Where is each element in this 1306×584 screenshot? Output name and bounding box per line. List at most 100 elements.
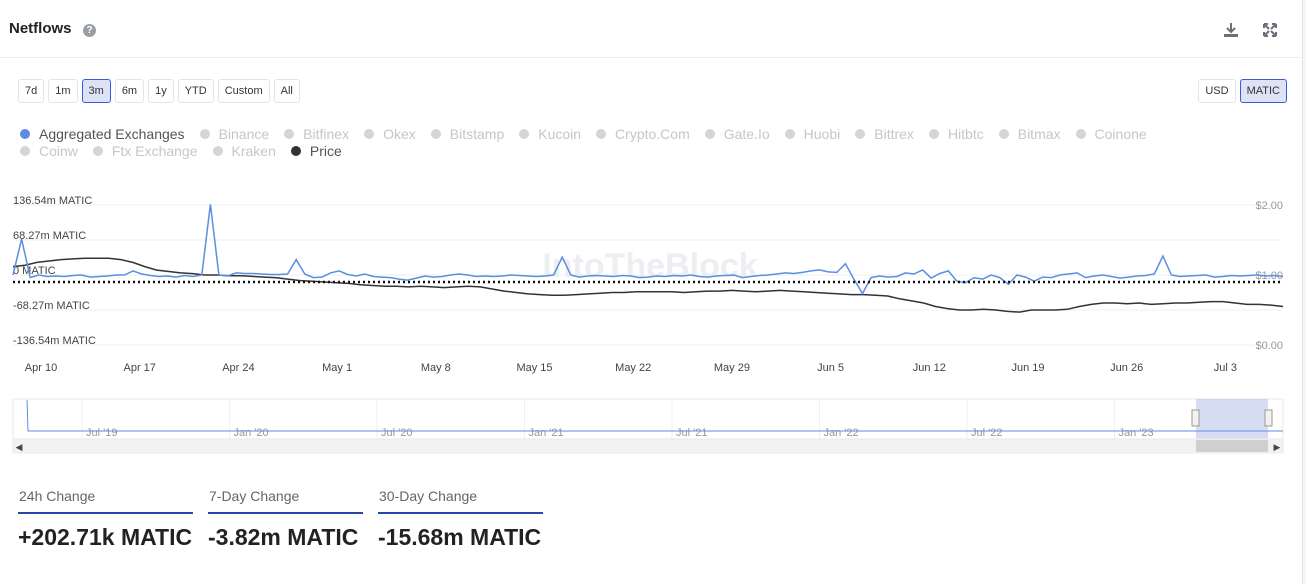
watermark: IntoTheBlock — [542, 247, 757, 285]
legend-label: Binance — [218, 125, 270, 142]
legend-label: Coinw — [39, 142, 78, 159]
legend-label: Bitstamp — [449, 125, 505, 142]
unit-matic-button[interactable]: MATIC — [1239, 79, 1287, 103]
stat-label: 24h Change — [18, 488, 193, 514]
legend-item[interactable]: Crypto.Com — [596, 125, 690, 142]
legend-item[interactable]: Binance — [199, 125, 270, 142]
legend-item[interactable]: Kraken — [212, 142, 276, 159]
legend-label: Bittrex — [874, 125, 914, 142]
stat-24h: 24h Change +202.71k MATIC — [18, 488, 193, 551]
legend-item[interactable]: Aggregated Exchanges — [20, 125, 185, 142]
legend-label: Hitbtc — [947, 125, 984, 142]
navigator-frame — [12, 398, 1284, 440]
legend-label: Ftx Exchange — [111, 142, 198, 159]
y-tick-label: -68.27m MATIC — [13, 300, 90, 312]
range-6m-button[interactable]: 6m — [114, 79, 145, 103]
legend-item[interactable]: Price — [290, 142, 342, 159]
range-custom-button[interactable]: Custom — [217, 79, 270, 103]
legend-label: Gate.Io — [723, 125, 770, 142]
y2-tick-label: $0.00 — [1255, 340, 1283, 352]
stat-30d: 30-Day Change -15.68m MATIC — [378, 488, 543, 551]
range-3m-button[interactable]: 3m — [81, 79, 111, 103]
scrollbar-track — [12, 438, 1284, 454]
x-tick-label: Apr 10 — [25, 362, 57, 374]
stat-value: -3.82m MATIC — [208, 524, 359, 550]
legend-row: Coinw Ftx Exchange Kraken Price — [20, 142, 1290, 159]
legend-label: Coinone — [1094, 125, 1147, 142]
legend-item[interactable]: Bitfinex — [284, 125, 349, 142]
legend-dot-icon — [928, 128, 939, 139]
scrollbar-thumb — [1196, 440, 1268, 452]
question-icon[interactable]: ? — [83, 24, 96, 37]
navigator-label: Jan '21 — [529, 427, 564, 439]
y-tick-label: -136.54m MATIC — [13, 335, 96, 347]
unit-usd-button[interactable]: USD — [1198, 79, 1236, 103]
navigator-selection — [1196, 399, 1268, 439]
legend-dot-icon — [199, 128, 210, 139]
legend-item[interactable]: Gate.Io — [704, 125, 770, 142]
legend-item[interactable]: Ftx Exchange — [92, 142, 198, 159]
legend-dot-icon — [290, 145, 301, 156]
right-arrow-icon: ▶ — [1274, 442, 1281, 452]
left-arrow-icon: ◀ — [16, 442, 23, 452]
legend-dot-icon — [212, 145, 223, 156]
legend-dot-icon — [855, 128, 866, 139]
legend-label: Kucoin — [538, 125, 582, 142]
stat-value: -15.68m MATIC — [378, 524, 542, 550]
x-tick-label: May 1 — [322, 362, 352, 374]
legend-dot-icon — [364, 128, 375, 139]
x-tick-label: Apr 17 — [123, 362, 155, 374]
legend-item[interactable]: Bittrex — [855, 125, 914, 142]
legend-label: Okex — [383, 125, 416, 142]
x-tick-label: May 15 — [516, 362, 552, 374]
legend-dot-icon — [704, 128, 715, 139]
x-tick-label: May 22 — [615, 362, 651, 374]
legend-label: Price — [309, 142, 342, 159]
netflows-chart[interactable]: 136.54m MATIC 68.27m MATIC 0 MATIC -68.27m … — [0, 195, 1303, 460]
navigator-label: Jul '22 — [971, 427, 1002, 439]
x-tick-label: May 29 — [714, 362, 750, 374]
card-header: Netflows ? — [0, 0, 1303, 58]
navigator-handle-left — [1191, 409, 1200, 427]
stat-label: 30-Day Change — [378, 488, 543, 514]
legend-dot-icon — [92, 145, 103, 156]
range-all-button[interactable]: All — [273, 79, 300, 103]
legend-item[interactable]: Coinw — [20, 142, 78, 159]
range-selector: 7d 1m 3m 6m 1y YTD Custom All — [18, 79, 300, 103]
x-tick-label: Jun 12 — [913, 362, 946, 374]
legend-item[interactable]: Kucoin — [519, 125, 581, 142]
legend-label: Bitmax — [1017, 125, 1061, 142]
legend-label: Bitfinex — [303, 125, 350, 142]
legend-dot-icon — [284, 128, 295, 139]
range-ytd-button[interactable]: YTD — [177, 79, 214, 103]
legend-label: Crypto.Com — [615, 125, 690, 142]
legend-item[interactable]: Bitstamp — [430, 125, 505, 142]
stat-label: 7-Day Change — [208, 488, 363, 514]
navigator-label: Jan '20 — [234, 427, 269, 439]
range-1y-button[interactable]: 1y — [148, 79, 174, 103]
legend-dot-icon — [596, 128, 607, 139]
legend-label: Kraken — [231, 142, 276, 159]
legend-item[interactable]: Huobi — [784, 125, 841, 142]
download-icon[interactable] — [1221, 20, 1241, 40]
legend-dot-icon — [1075, 128, 1086, 139]
expand-icon[interactable] — [1260, 20, 1280, 40]
y-tick-label: 68.27m MATIC — [13, 230, 86, 242]
legend-item[interactable]: Coinone — [1075, 125, 1147, 142]
card-title: Netflows — [9, 20, 72, 37]
navigator-label: Jul '20 — [381, 427, 412, 439]
legend-dot-icon — [519, 128, 530, 139]
stat-value: +202.71k MATIC — [18, 524, 193, 550]
range-1m-button[interactable]: 1m — [48, 79, 78, 103]
legend-item[interactable]: Okex — [364, 125, 416, 142]
y2-tick-label: $2.00 — [1255, 200, 1283, 212]
navigator-series-line — [26, 399, 1283, 432]
legend-dot-icon — [430, 128, 441, 139]
legend-label: Huobi — [803, 125, 841, 142]
unit-selector: USD MATIC — [1198, 79, 1287, 103]
legend-row: Aggregated Exchanges Binance Bitfinex Okex B… — [20, 125, 1290, 142]
legend-item[interactable]: Bitmax — [998, 125, 1061, 142]
range-7d-button[interactable]: 7d — [18, 79, 45, 103]
legend-item[interactable]: Hitbtc — [928, 125, 984, 142]
